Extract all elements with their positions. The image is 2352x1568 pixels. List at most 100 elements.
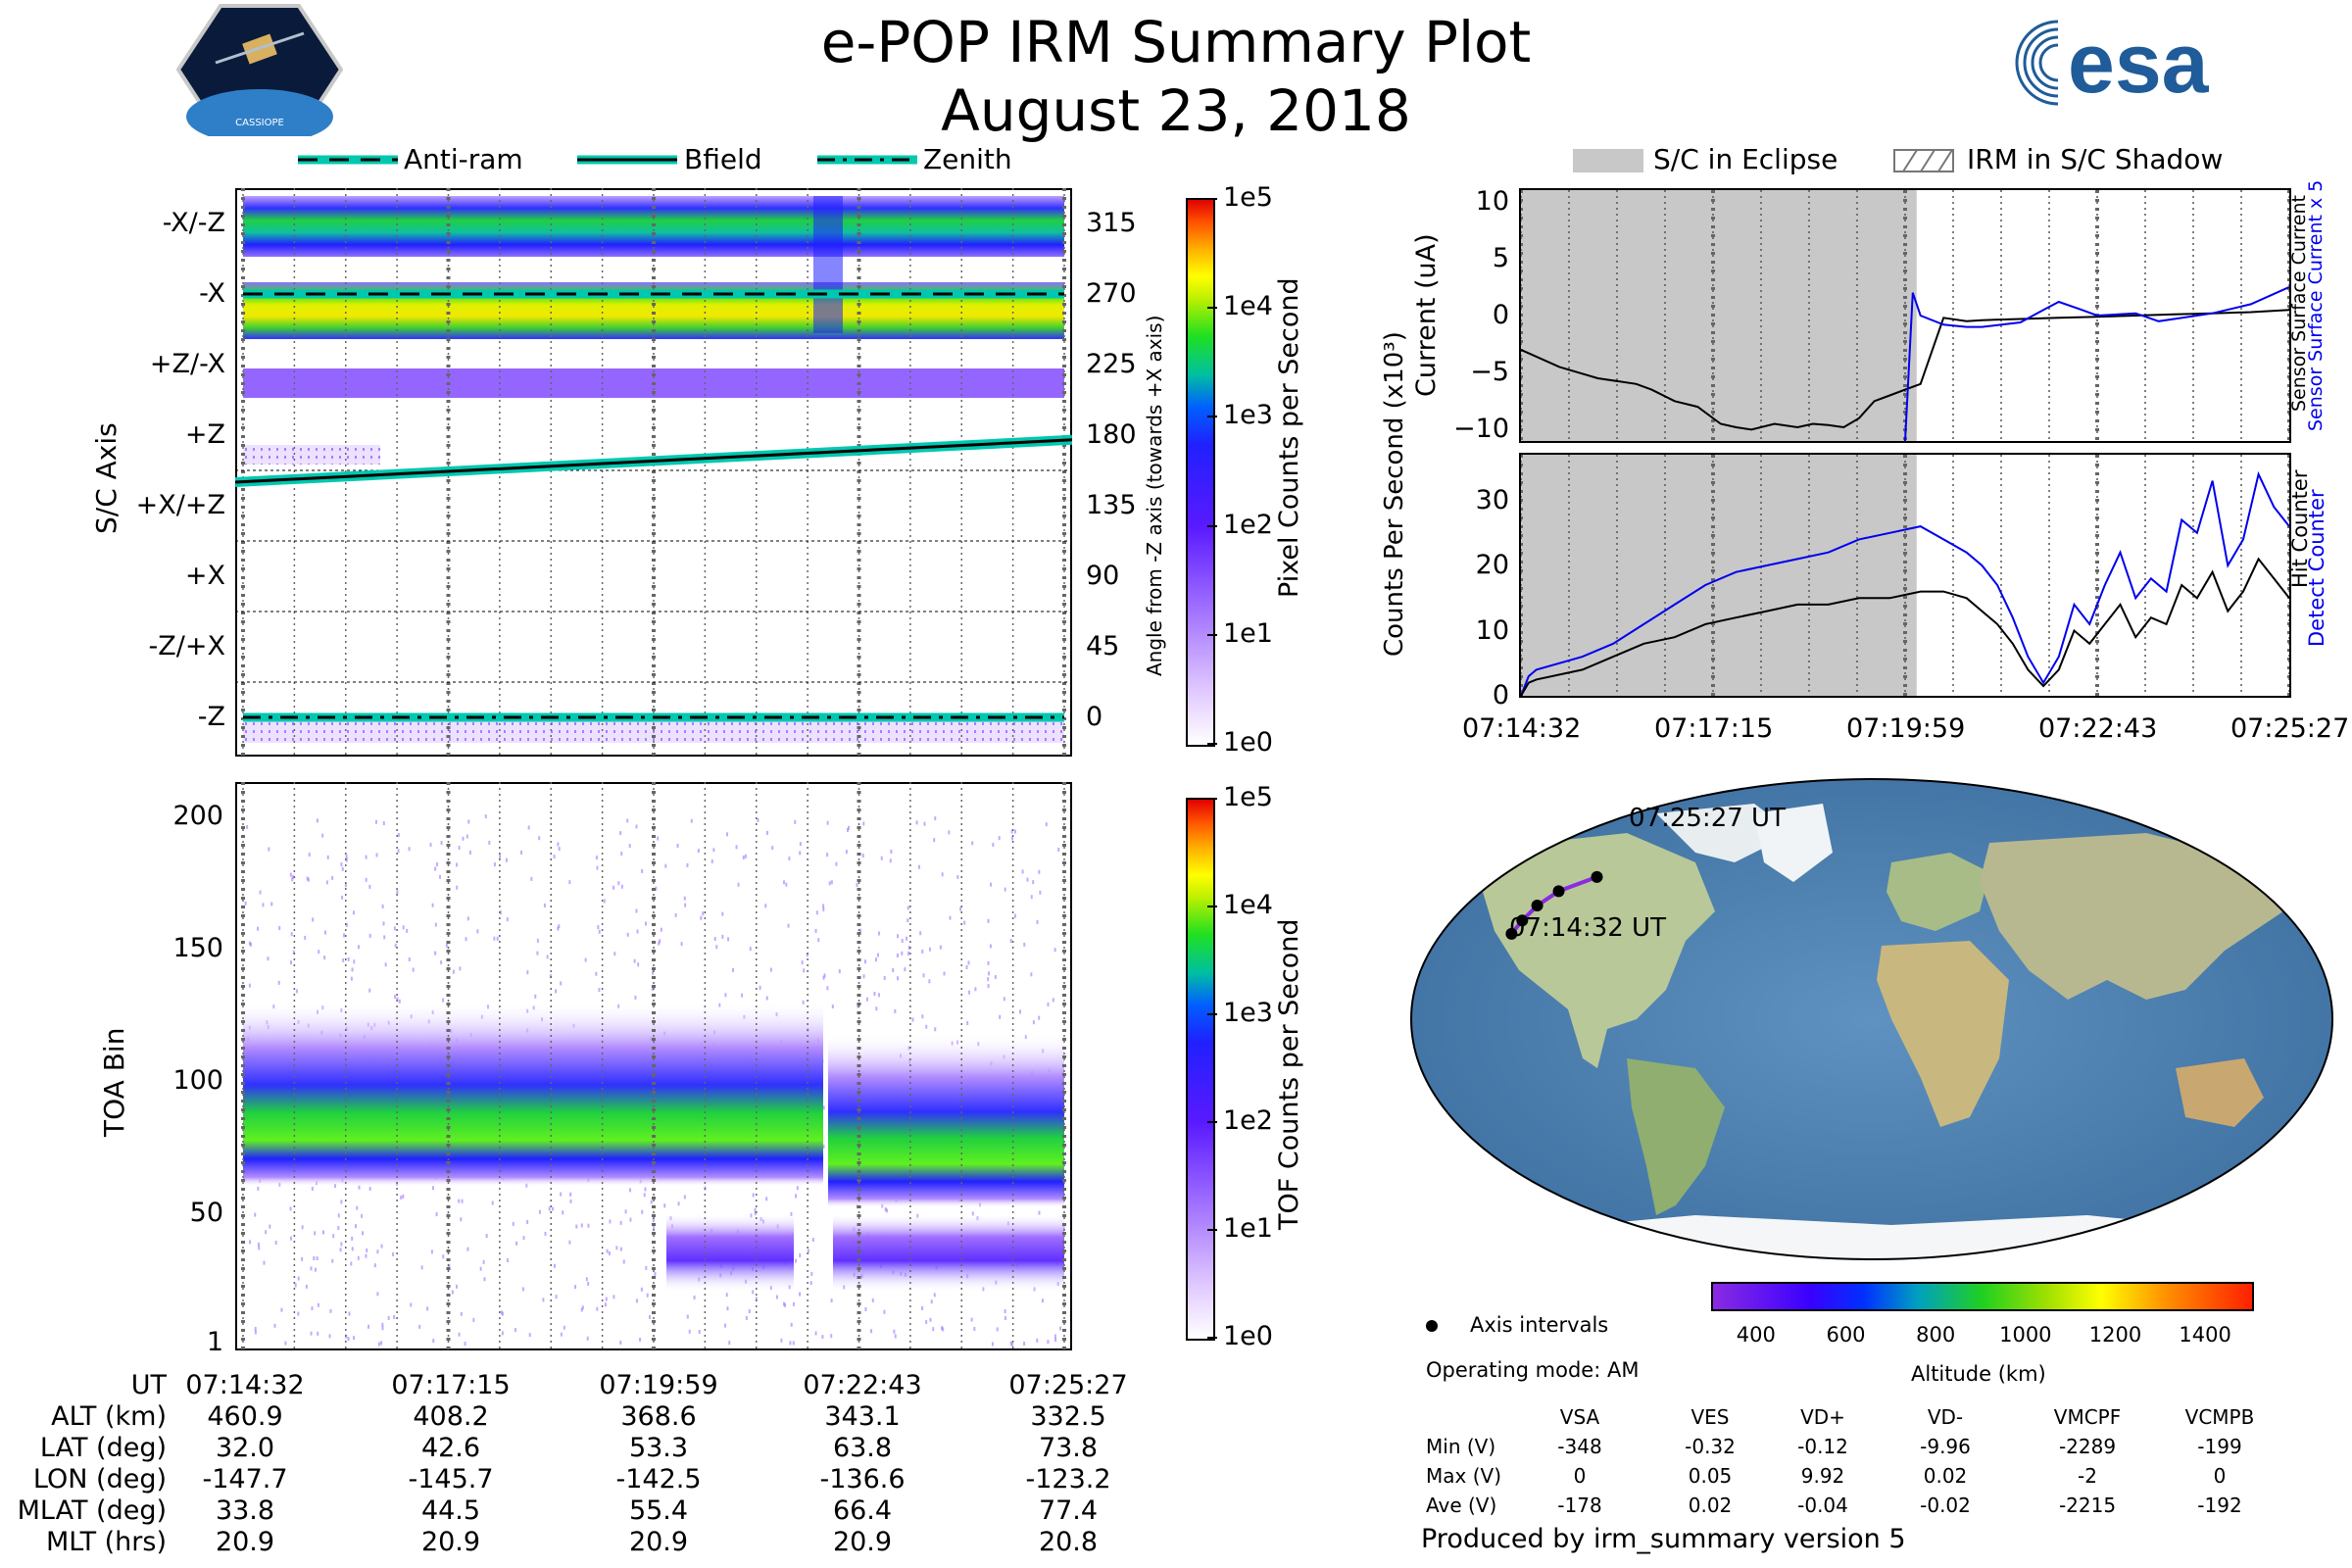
toa-speckle-dot [943,971,946,976]
toa-speckle-dot [558,924,561,929]
toa-speckle-dot [348,1311,351,1316]
current-right-label-black: Sensor Surface Current [2288,195,2310,412]
toa-speckle-dot [527,825,530,830]
toa-speckle-dot [1039,890,1042,895]
toa-colorbar [1186,798,1215,1341]
toa-speckle-dot [901,938,904,943]
toa-speckle-dot [552,1206,555,1211]
toa-speckle-dot [432,1339,435,1344]
pixel-colorbar-label: Pixel Counts per Second [1274,277,1304,598]
toa-speckle-dot [626,932,629,937]
toa-speckle-dot [664,863,667,868]
toa-speckle-dot [619,831,622,836]
toa-speckle-dot [347,956,350,961]
toa-speckle-dot [557,842,560,847]
ephemeris-cell: 368.6 [620,1401,697,1432]
toa-speckle-dot [765,830,768,835]
pixel-colorbar-tick-mark [1207,198,1217,200]
toa-spectrogram-panel [235,782,1072,1350]
ephemeris-row-label: LAT (deg) [39,1433,167,1463]
toa-speckle-dot [917,864,920,869]
toa-speckle-dot [646,1293,649,1298]
toa-speckle-dot [1052,998,1054,1003]
toa-speckle-dot [553,855,556,859]
toa-speckle-dot [452,969,455,974]
toa-speckle-dot [941,1326,944,1331]
toa-speckle-dot [795,1194,798,1199]
toa-speckle-dot [715,945,718,950]
legend-dashdot-swatch [817,155,917,165]
toa-speckle-dot [724,1323,727,1328]
toa-speckle-dot [754,1207,757,1212]
toa-speckle-dot [350,976,353,981]
toa-speckle-dot [1003,997,1005,1002]
toa-speckle-dot [257,1186,260,1191]
toa-speckle-dot [458,1199,461,1203]
toa-colorbar-tick-mark [1207,1121,1217,1123]
toa-speckle-dot [643,1193,646,1198]
toa-speckle-dot [374,819,377,824]
toa-speckle-dot [431,1186,434,1191]
toa-speckle-dot [894,1008,897,1013]
ephemeris-cell: 44.5 [420,1495,481,1526]
toa-speckle-dot [674,912,677,917]
toa-speckle-dot [814,928,817,933]
toa-speckle-dot [543,903,546,907]
toa-speckle-dot [562,1210,564,1215]
altitude-colorbar-label: Altitude (km) [1911,1362,2046,1386]
toa-speckle-dot [476,929,479,934]
voltage-cell: 0.05 [1688,1464,1733,1488]
toa-speckle-dot [965,965,968,970]
toa-speckle-dot [749,947,752,952]
toa-speckle-dot [702,911,705,916]
toa-speckle-dot [925,1024,928,1029]
toa-speckle-dot [491,1200,494,1205]
toa-speckle-dot [974,987,977,992]
toa-speckle-dot [435,1212,438,1217]
toa-speckle-dot [894,1334,897,1339]
toa-speckle-dot [456,885,459,890]
toa-speckle-dot [356,1205,359,1210]
toa-speckle-dot [458,1332,461,1337]
toa-speckle-dot [663,1203,666,1208]
toa-speckle-dot [629,1188,632,1193]
ephemeris-row-label: MLT (hrs) [45,1527,167,1557]
toa-speckle-dot [301,1256,304,1261]
ephemeris-cell: 20.9 [832,1527,893,1557]
toa-speckle-dot [316,1256,318,1261]
toa-speckle-dot [585,1277,588,1282]
toa-speckle-dot [822,906,825,911]
altitude-tick-label: 400 [1736,1323,1776,1347]
pixel-spectrogram [235,188,1072,757]
toa-speckle-dot [382,921,385,926]
toa-speckle-dot [262,903,265,907]
toa-speckle-dot [871,1298,874,1302]
voltage-cell: -0.12 [1797,1435,1848,1458]
voltage-cell: -2215 [2058,1494,2117,1517]
toa-speckle-dot [856,883,858,888]
legend-shadow: IRM in S/C Shadow [1967,143,2224,175]
pixel-ylabel: S/C Axis [90,422,122,534]
toa-speckle-dot [987,960,990,965]
toa-speckle-dot [1047,1002,1050,1006]
pixel-colorbar-tick-mark [1207,743,1217,745]
pixel-ytick-label: +Z [184,419,225,450]
toa-speckle-dot [889,858,892,863]
toa-speckle-dot [560,981,563,986]
toa-speckle-dot [619,1247,622,1251]
toa-speckle-dot [307,877,310,882]
toa-speckle-dot [546,955,549,959]
toa-speckle-dot [248,983,251,988]
toa-speckle-dot [759,985,761,990]
toa-speckle-dot [569,1192,572,1197]
toa-ytick-label: 50 [189,1197,223,1228]
voltage-header: VD+ [1800,1405,1845,1429]
toa-speckle-dot [329,1308,332,1313]
pixel-spectrogram-panel [235,188,1072,757]
toa-speckle-dot [555,1295,558,1299]
toa-speckle-dot [548,1206,551,1211]
toa-speckle-dot [784,1302,787,1307]
toa-speckle-dot [580,1223,583,1228]
toa-speckle-dot [999,1014,1002,1019]
toa-speckle-dot [865,997,868,1002]
